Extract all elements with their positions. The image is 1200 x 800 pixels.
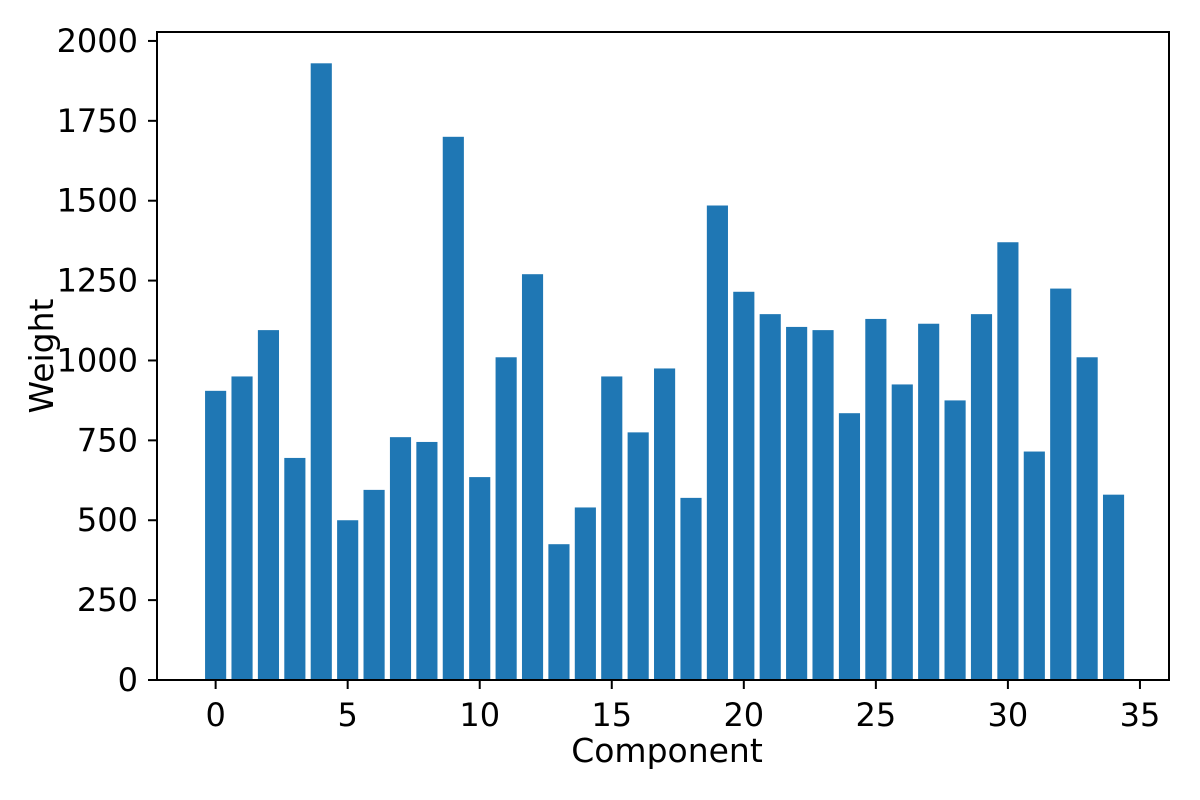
bar	[627, 432, 649, 680]
x-axis-label: Component	[571, 731, 763, 770]
bar	[918, 323, 940, 680]
x-tick-label: 10	[459, 696, 500, 734]
bar	[416, 441, 438, 680]
bar	[680, 497, 702, 680]
x-tick-label: 20	[723, 696, 764, 734]
bar	[574, 507, 596, 680]
bar	[205, 390, 227, 680]
bars-group	[205, 63, 1125, 681]
bar	[891, 384, 913, 680]
x-tick-label: 0	[205, 696, 225, 734]
bar	[1050, 288, 1072, 680]
bar	[231, 376, 253, 680]
bar	[521, 274, 544, 680]
x-tick-label: 30	[988, 696, 1029, 734]
bar	[997, 242, 1019, 680]
bar	[1023, 451, 1045, 680]
plot-border	[156, 31, 1170, 681]
bar	[548, 544, 570, 680]
bar	[469, 477, 491, 680]
bar	[257, 330, 280, 680]
bar	[310, 63, 332, 681]
y-tick-label: 0	[118, 661, 138, 699]
bar	[865, 318, 887, 680]
bar	[1102, 494, 1125, 680]
y-axis-ticks: 0 250 500 750 1000 1250 1500 1750 2000	[57, 22, 157, 699]
x-tick-label: 5	[337, 696, 357, 734]
y-axis-label: Weight	[22, 298, 61, 413]
bar	[284, 457, 306, 680]
y-tick-label: 1750	[57, 102, 138, 140]
bar	[601, 376, 623, 680]
bar	[363, 489, 385, 680]
bar	[495, 357, 517, 680]
bar	[654, 368, 676, 680]
x-axis-ticks: 0 5 10 15 20 25 30 35	[205, 680, 1160, 734]
x-tick-label: 25	[856, 696, 897, 734]
y-tick-label: 250	[77, 581, 138, 619]
bar	[337, 520, 359, 680]
bar	[389, 437, 412, 680]
bar	[759, 314, 781, 680]
y-tick-label: 1500	[57, 182, 138, 220]
bar	[442, 136, 464, 681]
x-tick-label: 35	[1120, 696, 1161, 734]
x-tick-label: 15	[591, 696, 632, 734]
bar	[838, 413, 861, 680]
y-tick-label: 1250	[57, 262, 138, 300]
y-tick-label: 2000	[57, 22, 138, 60]
y-tick-label: 1000	[57, 341, 138, 379]
bar	[944, 400, 966, 680]
bar	[786, 326, 808, 680]
y-tick-label: 500	[77, 501, 138, 539]
y-tick-label: 750	[77, 421, 138, 459]
bar	[970, 314, 993, 680]
bar	[733, 291, 755, 680]
bar	[706, 205, 728, 680]
bar	[812, 330, 834, 680]
bar	[1076, 357, 1098, 680]
